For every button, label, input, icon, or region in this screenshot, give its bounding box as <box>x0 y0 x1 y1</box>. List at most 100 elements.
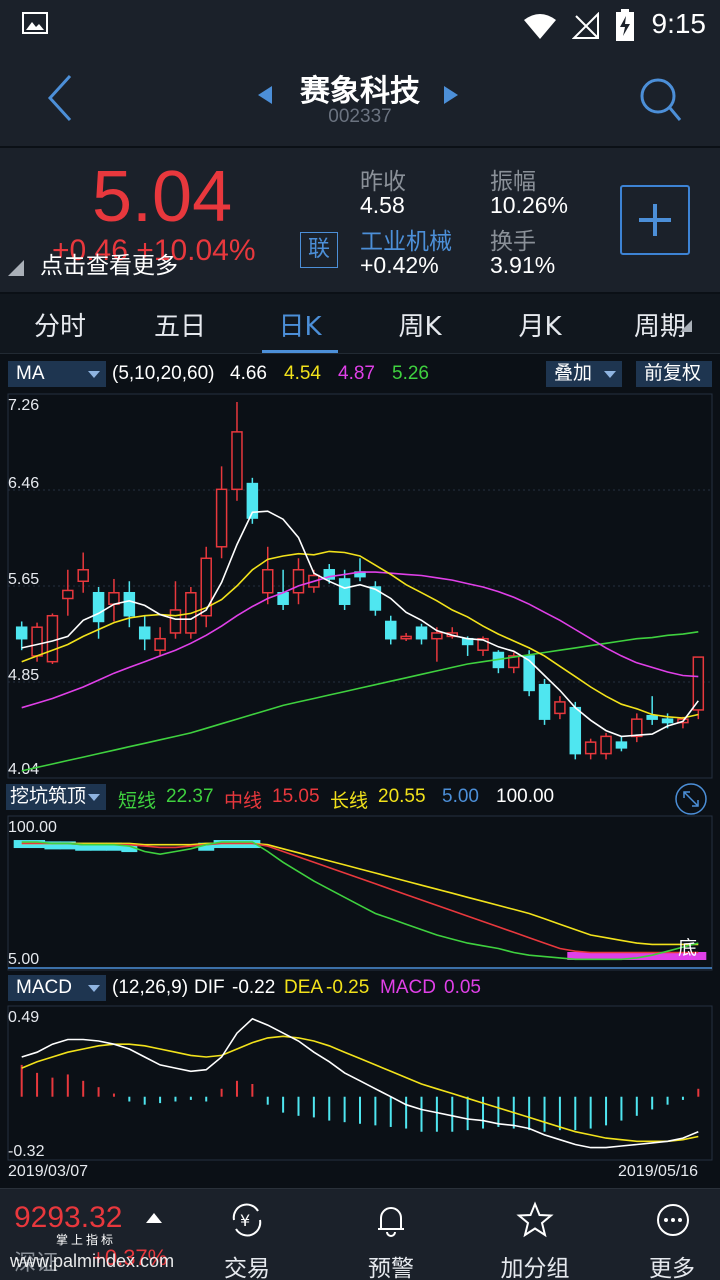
tab-daily-k[interactable]: 日K <box>278 312 322 342</box>
yuan-exchange-icon: ¥ <box>232 1203 262 1237</box>
candle-body <box>646 714 658 720</box>
turnover-label: 换手 <box>490 229 536 255</box>
bottom-signal-bar <box>674 952 691 960</box>
tab-weekly-k[interactable]: 周K <box>398 312 442 342</box>
candle-body <box>138 626 151 640</box>
amplitude-label: 振幅 <box>490 169 536 195</box>
adjust-button[interactable]: 前复权 <box>636 361 712 387</box>
pit-top-label: 挖坑筑顶 <box>10 786 87 807</box>
ma10-value: 4.54 <box>284 363 321 384</box>
macd-label: MACD <box>380 977 436 998</box>
chevron-down-icon <box>88 794 100 801</box>
ma60-value: 5.26 <box>392 363 429 384</box>
top-signal-bar <box>59 841 76 850</box>
top-signal-bar <box>198 842 215 851</box>
wifi-icon <box>524 14 556 39</box>
brand-label: 掌上指标 <box>56 1233 117 1247</box>
quote-panel[interactable]: 5.04 +0.46 +10.04% 点击查看更多 联 昨收 4.58 工业机械… <box>0 148 720 292</box>
bottom-nav: 9293.32 深证 +0.37% 掌上指标 www.palmindex.com… <box>0 1188 720 1280</box>
ma5-value: 4.66 <box>230 363 267 384</box>
ma5-line <box>21 510 699 738</box>
chevron-down-icon <box>88 985 100 992</box>
dea-label: DEA <box>284 977 324 998</box>
pit-top-chart[interactable]: 100.00 5.00 底 <box>0 814 720 972</box>
candle-body <box>615 741 628 749</box>
bottom-signal-bar <box>567 952 584 960</box>
top-signal-bar <box>13 840 30 849</box>
nav-trade[interactable]: ¥ 交易 <box>192 1189 302 1280</box>
tab-period[interactable]: 周期 <box>633 312 686 342</box>
candle-body <box>584 741 597 755</box>
long-value: 20.55 <box>378 786 426 807</box>
index-value: 9293.32 <box>14 1201 123 1234</box>
macd-axis-bottom: -0.32 <box>8 1143 45 1160</box>
next-stock-icon[interactable] <box>444 86 458 104</box>
bottom-signal-bar <box>628 952 645 960</box>
short-label: 短线 <box>118 791 157 812</box>
tap-more-hint[interactable]: 点击查看更多 <box>40 253 178 279</box>
amplitude-value: 10.26% <box>490 192 569 218</box>
candle-body <box>15 626 28 640</box>
industry-link[interactable]: 工业机械 <box>360 229 452 255</box>
up-arrow-icon <box>146 1213 162 1223</box>
level-5-value: 5.00 <box>442 786 479 807</box>
image-notification-icon <box>22 12 48 34</box>
candle-body <box>46 614 59 663</box>
nav-more[interactable]: 更多 <box>624 1189 720 1280</box>
candle-body <box>661 718 674 724</box>
ma-dropdown-label: MA <box>16 363 45 384</box>
prev-close-label: 昨收 <box>360 169 406 195</box>
candle-body <box>246 482 259 519</box>
overlay-dropdown[interactable]: 叠加 <box>546 361 622 387</box>
candle-body <box>323 569 335 580</box>
ma-dropdown[interactable]: MA <box>8 361 106 387</box>
ma-indicator-bar: MA (5,10,20,60) 4.66 4.54 4.87 5.26 叠加 前… <box>0 361 720 389</box>
watermark: www.palmindex.com <box>10 1251 175 1271</box>
plus-icon <box>639 204 671 236</box>
no-signal-icon <box>572 12 599 39</box>
tab-intraday[interactable]: 分时 <box>33 312 86 342</box>
add-watchlist-button[interactable] <box>620 185 690 255</box>
mid-line <box>21 842 699 954</box>
candle-body <box>62 589 74 600</box>
pit-top-indicator-bar: 挖坑筑顶 短线 22.37 中线 15.05 长线 20.55 5.00 100… <box>0 783 720 815</box>
candle-body <box>92 591 105 623</box>
candle-body <box>338 578 351 605</box>
tab-five-day[interactable]: 五日 <box>153 312 206 342</box>
axis-label-2: 6.46 <box>8 475 39 492</box>
expand-icon[interactable] <box>674 782 708 816</box>
macd-indicator-bar: MACD (12,26,9) DIF -0.22 DEA -0.25 MACD … <box>0 975 720 1003</box>
pit-top-dropdown[interactable]: 挖坑筑顶 <box>6 784 106 810</box>
kline-chart[interactable]: 7.26 6.46 5.65 4.85 4.04 <box>0 392 720 780</box>
macd-axis-top: 0.49 <box>8 1009 39 1026</box>
candle-body <box>415 626 428 640</box>
nav-alert-label: 预警 <box>368 1256 414 1280</box>
tab-monthly-k[interactable]: 月K <box>518 312 562 342</box>
axis-label-3: 5.65 <box>8 571 39 588</box>
dif-value: -0.22 <box>232 977 276 998</box>
long-label: 长线 <box>330 791 369 812</box>
date-end: 2019/05/16 <box>618 1163 698 1180</box>
candle-body <box>477 637 489 651</box>
pit-axis-top: 100.00 <box>8 819 57 836</box>
macd-params: (12,26,9) <box>112 977 189 998</box>
price-change: +0.46 +10.04% <box>52 234 256 267</box>
candle-body <box>631 718 643 738</box>
bottom-signal-bar <box>690 952 707 960</box>
pit-axis-bottom: 5.00 <box>8 951 39 968</box>
nav-alert[interactable]: 预警 <box>336 1189 446 1280</box>
macd-chart[interactable]: 0.49 -0.32 2019/03/07 2019/05/16 <box>0 1004 720 1184</box>
macd-dropdown[interactable]: MACD <box>8 975 106 1001</box>
candle-body <box>385 620 397 640</box>
candle-body <box>431 632 443 640</box>
nav-add-group[interactable]: 加分组 <box>480 1189 590 1280</box>
search-icon[interactable] <box>638 76 682 122</box>
prev-stock-icon[interactable] <box>258 86 272 104</box>
top-signal-bar <box>121 844 138 853</box>
candle-body <box>692 656 705 711</box>
linked-button[interactable]: 联 <box>300 232 338 268</box>
back-icon[interactable] <box>40 70 80 126</box>
level-100-value: 100.00 <box>496 786 555 807</box>
stock-name: 赛象科技 <box>300 74 420 109</box>
ma-params: (5,10,20,60) <box>112 363 215 384</box>
